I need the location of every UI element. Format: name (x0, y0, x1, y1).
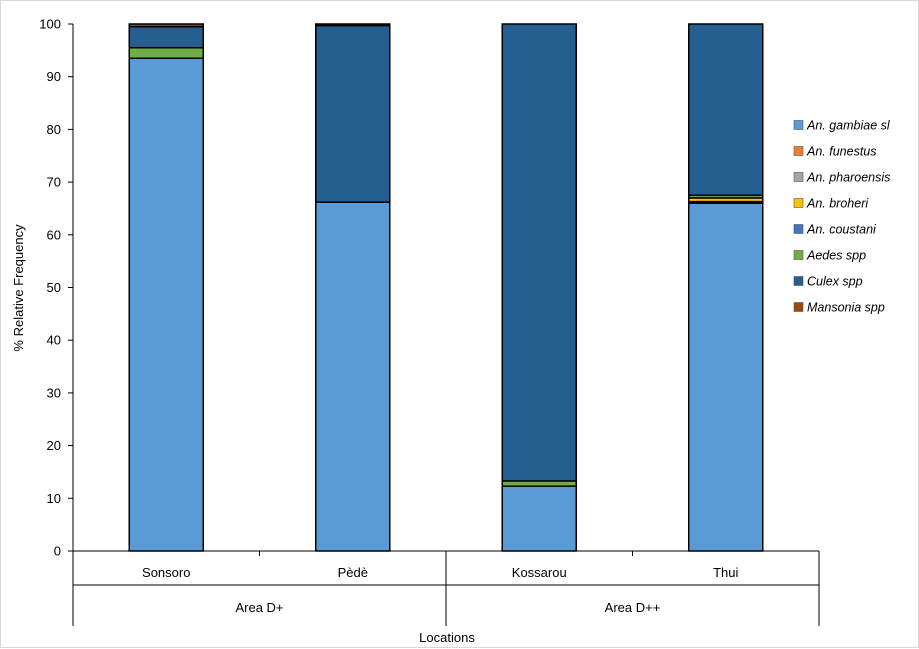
legend-label: Aedes spp (806, 249, 866, 263)
bar-segment (501, 485, 577, 552)
y-axis: 0 10 20 30 40 50 60 70 80 90 100 (39, 17, 74, 559)
bar-segment (128, 46, 204, 60)
y-tick-label: 0 (54, 544, 61, 559)
bars (128, 23, 764, 552)
x-category-label: Thui (713, 565, 738, 580)
legend-label: An. funestus (806, 145, 877, 159)
legend-label: An. gambiae sl (806, 119, 891, 133)
y-tick-label: 80 (47, 122, 61, 137)
y-tick-label: 90 (47, 69, 61, 84)
legend-label: Culex spp (807, 275, 863, 289)
y-tick-label: 20 (47, 438, 61, 453)
bar-segment (688, 202, 764, 552)
y-tick-label: 60 (47, 227, 61, 242)
x-category-label: Pèdè (338, 565, 368, 580)
legend-swatch (793, 198, 804, 208)
y-tick-label: 10 (47, 491, 61, 506)
x-category-label: Sonsoro (142, 565, 190, 580)
bar-segment (688, 23, 764, 197)
legend-label: An. coustani (806, 223, 877, 237)
x-axis: Sonsoro Pèdè Kossarou Thui Area D+ Area D++ (72, 550, 820, 626)
x-category-label: Kossarou (512, 565, 567, 580)
bar-segment (128, 25, 204, 49)
y-tick-label: 100 (39, 17, 61, 32)
bar-segment (128, 23, 204, 28)
y-tick-label: 40 (47, 333, 61, 348)
legend-swatch (793, 276, 804, 286)
bar-segment (315, 24, 391, 203)
legend: An. gambiae sl An. funestus An. pharoensis… (793, 119, 891, 315)
bar-segment (501, 480, 577, 487)
y-tick-label: 50 (47, 280, 61, 295)
y-tick-label: 30 (47, 385, 61, 400)
x-group-label: Area D++ (605, 600, 661, 615)
legend-label: Mansonia spp (807, 301, 885, 315)
bar-segment (315, 201, 391, 552)
x-group-label: Area D+ (235, 600, 283, 615)
legend-swatch (793, 250, 804, 260)
x-axis-label: Locations (419, 630, 475, 645)
bar-segment (501, 23, 577, 482)
legend-label: An. pharoensis (806, 171, 890, 185)
y-axis-label: % Relative Frequency (11, 224, 26, 352)
legend-swatch (793, 120, 804, 130)
y-axis-label-group: % Relative Frequency (11, 224, 26, 352)
legend-swatch (793, 302, 804, 312)
legend-swatch (793, 224, 804, 234)
bar-segment (128, 57, 204, 552)
legend-label: An. broheri (806, 197, 869, 211)
bar-segment (315, 23, 391, 27)
legend-swatch (793, 172, 804, 182)
legend-swatch (793, 146, 804, 156)
y-tick-label: 70 (47, 175, 61, 190)
